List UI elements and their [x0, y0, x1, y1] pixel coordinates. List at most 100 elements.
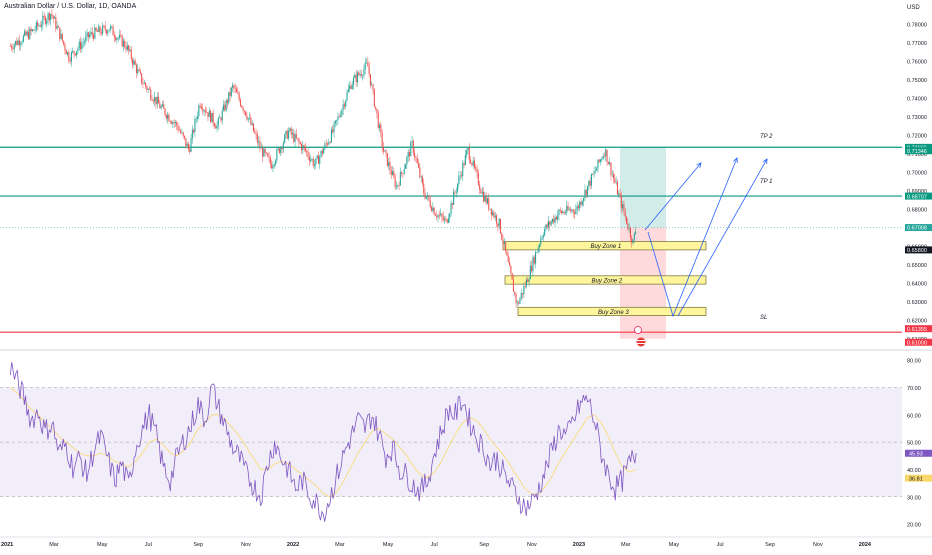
candle-body	[91, 31, 93, 35]
price-tick-label: 0.73000	[907, 115, 927, 121]
candle-body	[588, 180, 590, 186]
candle-body	[85, 36, 87, 42]
candle-body	[412, 140, 414, 154]
candle-body	[59, 27, 61, 39]
candle-body	[255, 132, 257, 135]
candle-body	[612, 174, 615, 179]
candle-body	[16, 41, 18, 45]
candle-body	[82, 42, 84, 44]
candle-body	[117, 37, 119, 39]
rsi-tick-label: 80.00	[907, 359, 921, 365]
candle-body	[269, 157, 271, 164]
price-tick-label: 0.75000	[907, 78, 927, 84]
candle-body	[343, 104, 345, 107]
time-tick-label: Nov	[813, 542, 823, 548]
candle-body	[354, 74, 356, 78]
candle-body	[34, 29, 36, 31]
candle-body	[401, 172, 403, 174]
candle-body	[86, 32, 88, 37]
candle-body	[568, 209, 570, 211]
candle-body	[479, 184, 481, 190]
candle-body	[79, 41, 82, 50]
candle-body	[502, 239, 504, 245]
candle-body	[154, 96, 156, 102]
candle-body	[295, 134, 297, 139]
profit-target-area	[620, 147, 666, 228]
candle-body	[190, 138, 192, 152]
candle-body	[139, 70, 141, 74]
candle-body	[428, 195, 430, 201]
candle-body	[451, 203, 453, 205]
candle-body	[501, 233, 503, 240]
candle-body	[330, 129, 332, 143]
time-tick-label: Mar	[335, 542, 345, 548]
candle-body	[358, 72, 360, 76]
candle-body	[453, 191, 455, 205]
candle-body	[492, 212, 494, 216]
candle-body	[441, 213, 443, 217]
price-tick-label: 0.64000	[907, 282, 927, 288]
candle-body	[391, 171, 394, 175]
candle-body	[603, 155, 605, 157]
candle-body	[167, 114, 169, 119]
candle-body	[57, 26, 59, 28]
candle-body	[35, 22, 37, 30]
candle-body	[64, 44, 66, 51]
candle-body	[438, 214, 440, 216]
candle-body	[152, 100, 154, 102]
candle-body	[208, 110, 210, 118]
candle-body	[542, 235, 544, 238]
candle-body	[408, 151, 410, 157]
candle-body	[298, 138, 300, 143]
candle-body	[27, 31, 30, 39]
candle-body	[629, 227, 631, 238]
candle-body	[520, 293, 522, 299]
candle-body	[334, 120, 336, 124]
candle-body	[511, 273, 513, 280]
us-flag-icon-stripe	[637, 340, 645, 341]
candle-body	[141, 73, 143, 84]
candle-body	[261, 148, 264, 157]
candle-body	[471, 163, 473, 166]
candle-body	[147, 88, 149, 90]
buy-zone-label: Buy Zone 2	[592, 278, 623, 284]
projection-arrowhead	[762, 158, 768, 165]
candle-body	[235, 88, 238, 93]
candle-body	[411, 140, 413, 143]
price-tick-label: 0.76000	[907, 60, 927, 66]
candle-body	[209, 110, 212, 123]
candle-body	[38, 25, 40, 27]
candle-body	[523, 286, 525, 295]
buy-zone-label: Buy Zone 1	[591, 244, 622, 250]
candle-body	[312, 158, 314, 166]
candle-body	[22, 35, 24, 42]
candle-body	[516, 302, 518, 304]
buy-zone-label: Buy Zone 3	[598, 310, 629, 316]
candle-body	[215, 126, 217, 129]
candle-body	[597, 159, 599, 169]
candle-body	[148, 88, 150, 90]
candle-body	[220, 117, 222, 121]
projection-arrow-1	[644, 162, 702, 231]
price-tick-label: 0.74000	[907, 97, 927, 103]
candle-body	[276, 149, 278, 161]
candle-body	[609, 162, 611, 165]
candle-body	[70, 52, 72, 62]
candle-body	[212, 112, 214, 124]
candle-body	[20, 43, 22, 46]
candle-body	[12, 48, 14, 50]
candle-body	[369, 74, 371, 86]
candle-body	[525, 279, 527, 287]
candle-body	[165, 115, 167, 119]
candle-body	[584, 189, 586, 198]
candle-body	[460, 175, 462, 177]
candle-body	[258, 141, 260, 143]
candle-body	[533, 257, 535, 264]
candle-body	[230, 87, 232, 96]
time-tick-label: Nov	[241, 542, 251, 548]
candle-body	[349, 85, 351, 90]
candle-body	[610, 162, 612, 175]
candle-body	[142, 83, 144, 84]
candle-body	[229, 92, 231, 96]
